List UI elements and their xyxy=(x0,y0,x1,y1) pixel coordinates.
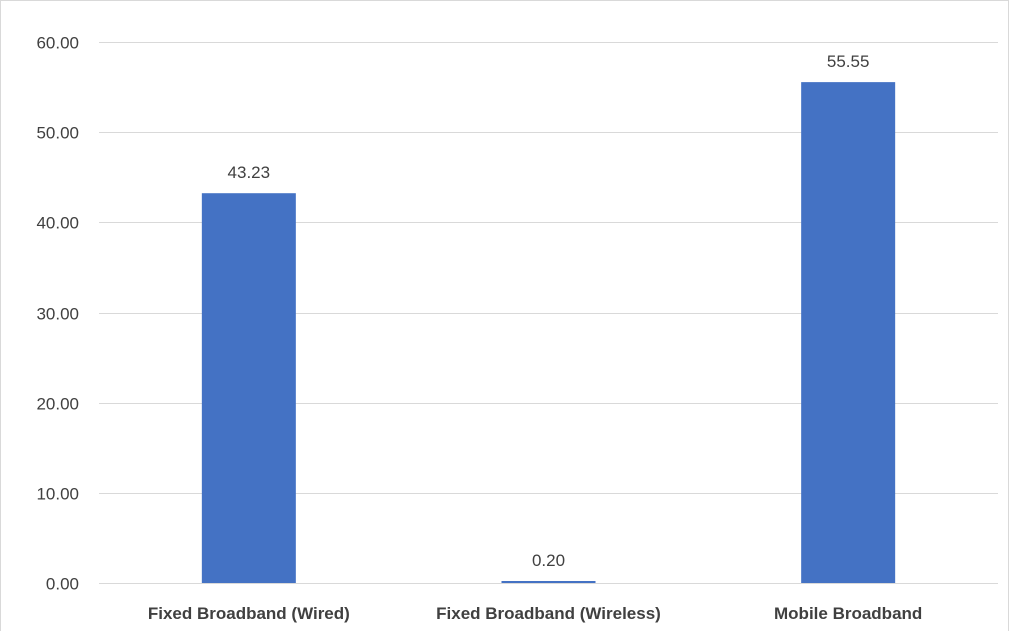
y-tick-label: 50.00 xyxy=(36,124,79,143)
bar xyxy=(501,581,596,583)
y-tick-label: 30.00 xyxy=(36,305,79,324)
x-tick-label: Mobile Broadband xyxy=(774,604,922,623)
data-label: 0.20 xyxy=(532,551,565,570)
bar xyxy=(201,193,296,583)
bars xyxy=(201,82,896,583)
y-tick-label: 10.00 xyxy=(36,485,79,504)
y-axis-tick-labels: 0.00 10.00 20.00 30.00 40.00 50.00 60.00 xyxy=(36,34,79,594)
x-tick-label: Fixed Broadband (Wireless) xyxy=(436,604,661,623)
x-tick-label: Fixed Broadband (Wired) xyxy=(148,604,350,623)
y-tick-label: 60.00 xyxy=(36,34,79,53)
data-labels: 43.23 0.20 55.55 xyxy=(228,52,870,570)
bar xyxy=(801,82,896,583)
y-tick-label: 0.00 xyxy=(46,575,79,594)
x-axis-tick-labels: Fixed Broadband (Wired) Fixed Broadband (… xyxy=(148,604,922,623)
y-tick-label: 20.00 xyxy=(36,395,79,414)
data-label: 43.23 xyxy=(228,163,271,182)
y-tick-label: 40.00 xyxy=(36,214,79,233)
data-label: 55.55 xyxy=(827,52,870,71)
